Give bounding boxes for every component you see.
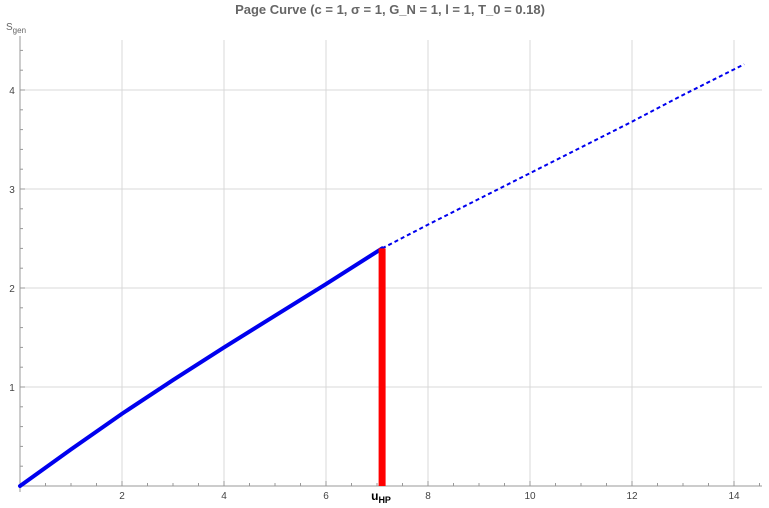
grid (20, 40, 762, 486)
uhp-label: uHP (371, 489, 391, 505)
series-line-dashed (381, 63, 745, 250)
y-axis-label: Sgen (6, 22, 26, 35)
x-tick-label: 10 (524, 491, 536, 502)
x-tick-label: 12 (626, 491, 638, 502)
x-tick-label: 8 (425, 491, 431, 502)
series-line-solid (18, 246, 385, 488)
x-tick-label: 14 (728, 491, 740, 502)
series-group (18, 63, 745, 488)
axes (19, 36, 762, 492)
x-tick-label: 2 (119, 491, 125, 502)
y-tick-label: 2 (9, 284, 15, 295)
y-tick-label: 4 (9, 86, 15, 97)
chart-title: Page Curve (c = 1, σ = 1, G_N = 1, l = 1… (235, 2, 545, 17)
x-tick-label: 6 (323, 491, 329, 502)
x-tick-label: 4 (221, 491, 227, 502)
y-tick-label: 3 (9, 185, 15, 196)
y-tick-label: 1 (9, 383, 15, 394)
uhp-marker: uHP (371, 248, 391, 505)
